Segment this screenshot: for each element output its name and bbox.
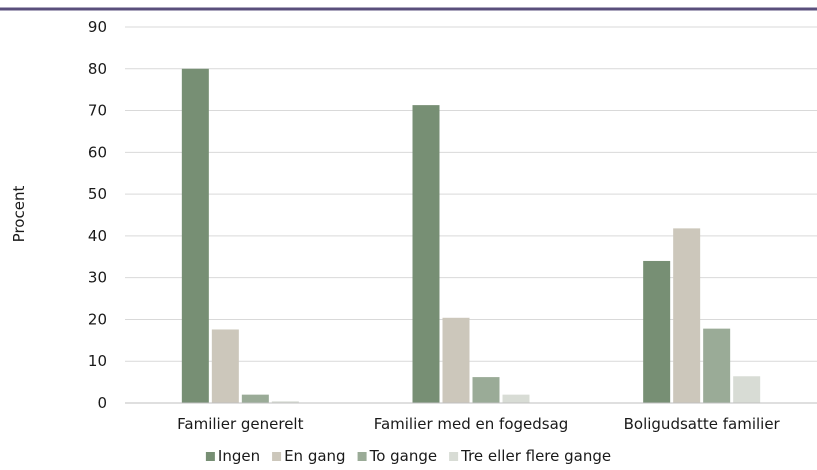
y-tick-label: 90	[88, 18, 107, 36]
y-tick-label: 10	[88, 352, 107, 370]
category-label: Boligudsatte familier	[624, 415, 781, 433]
bar	[472, 377, 500, 403]
y-tick-label: 60	[88, 143, 107, 161]
legend-item: Tre eller flere gange	[449, 447, 611, 465]
bar	[241, 394, 269, 403]
bar	[502, 394, 530, 403]
bar	[643, 260, 671, 403]
legend-swatch	[357, 452, 367, 461]
bar	[442, 317, 470, 403]
gridlines	[125, 26, 817, 362]
y-tick-label: 30	[88, 269, 107, 287]
legend-swatch	[205, 452, 215, 461]
legend-item: En gang	[272, 447, 346, 465]
y-tick-label: 50	[88, 185, 107, 203]
legend-label: En gang	[284, 447, 346, 465]
legend-label: Ingen	[218, 447, 260, 465]
bar	[271, 401, 299, 403]
bars	[181, 68, 761, 404]
bar	[703, 328, 731, 403]
bar	[412, 105, 440, 403]
bar	[733, 376, 761, 403]
y-tick-label: 0	[97, 394, 107, 412]
legend-item: Ingen	[205, 447, 260, 465]
legend-item: To gange	[357, 447, 438, 465]
legend: Ingen En gang To gange Tre eller flere gang…	[205, 447, 611, 465]
y-tick-labels: 0 10 20 30 40 50 60 70 80 90	[88, 18, 107, 412]
legend-swatch	[449, 452, 459, 461]
legend-swatch	[272, 452, 282, 461]
category-label: Familier generelt	[177, 415, 303, 433]
legend-label: To gange	[369, 447, 438, 465]
legend-label: Tre eller flere gange	[460, 447, 611, 465]
bar	[673, 228, 701, 403]
bar	[181, 68, 209, 404]
y-axis-label: Procent	[10, 186, 28, 243]
category-labels: Familier generelt Familier med en fogedsa…	[177, 415, 780, 433]
y-tick-label: 70	[88, 102, 107, 120]
bar	[211, 329, 239, 403]
y-tick-label: 80	[88, 60, 107, 78]
y-tick-label: 20	[88, 310, 107, 328]
y-tick-label: 40	[88, 227, 107, 245]
category-label: Familier med en fogedsag	[374, 415, 569, 433]
